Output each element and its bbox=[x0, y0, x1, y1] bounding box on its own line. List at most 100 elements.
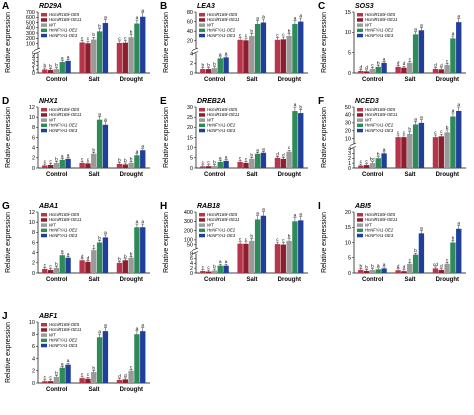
bar bbox=[42, 165, 48, 168]
legend-swatch bbox=[357, 23, 363, 27]
significance-letter: c bbox=[124, 37, 127, 42]
bar bbox=[358, 165, 364, 168]
legend-label: WT bbox=[49, 332, 56, 337]
significance-letter: a bbox=[225, 260, 228, 265]
axis-break-mark bbox=[33, 47, 41, 51]
bar bbox=[65, 158, 71, 168]
legend-swatch bbox=[41, 113, 47, 117]
legend-label: HcNFYA1-OE3 bbox=[207, 33, 236, 38]
y-tick-label: 0 bbox=[190, 271, 193, 277]
bar bbox=[243, 162, 249, 168]
bar bbox=[254, 219, 261, 273]
bar bbox=[456, 22, 462, 74]
panel-letter: J bbox=[2, 311, 8, 322]
significance-letter: d bbox=[118, 373, 121, 379]
bar bbox=[274, 244, 281, 273]
legend-label: HcmiR169i-OE11 bbox=[49, 217, 81, 222]
significance-letter: a bbox=[136, 327, 139, 332]
bar bbox=[59, 367, 65, 383]
legend-label: HcmiR169i-OE11 bbox=[207, 17, 239, 22]
bar bbox=[432, 68, 439, 73]
significance-letter: b bbox=[43, 63, 46, 69]
bar bbox=[292, 111, 298, 168]
bar bbox=[260, 152, 267, 168]
panel-letter: F bbox=[318, 96, 324, 107]
bar bbox=[260, 215, 267, 273]
legend-swatch bbox=[357, 118, 363, 122]
bar bbox=[274, 157, 281, 168]
legend-label: HcmiR169i-OE11 bbox=[207, 217, 239, 222]
x-tick-label: Salt bbox=[246, 277, 257, 283]
legend-swatch bbox=[199, 23, 205, 27]
significance-letter: a bbox=[294, 214, 297, 219]
y-tick-label: 200 bbox=[26, 36, 35, 42]
significance-letter: b bbox=[124, 254, 127, 260]
legend-swatch bbox=[199, 108, 205, 112]
legend-label: HcNFYA1-OE3 bbox=[49, 233, 78, 238]
significance-letter: a bbox=[136, 16, 139, 21]
bar bbox=[412, 124, 419, 168]
bar bbox=[456, 228, 462, 273]
panel-letter: D bbox=[2, 96, 9, 107]
legend-swatch bbox=[199, 218, 205, 222]
significance-letter: c bbox=[409, 258, 412, 263]
bar bbox=[298, 21, 304, 74]
legend-swatch bbox=[357, 108, 363, 112]
bar bbox=[375, 269, 381, 273]
legend-label: HcmiR169i-OE5 bbox=[49, 12, 80, 17]
y-tick-label: 50 bbox=[187, 242, 193, 248]
legend-swatch bbox=[41, 323, 47, 327]
legend-label: HcmiR169i-OE5 bbox=[207, 212, 238, 217]
bar bbox=[91, 39, 97, 73]
significance-letter: c bbox=[130, 365, 133, 370]
significance-letter: a bbox=[141, 220, 144, 225]
legend-swatch bbox=[41, 228, 47, 233]
legend-swatch bbox=[357, 123, 363, 128]
bar bbox=[85, 43, 91, 73]
significance-letter: d bbox=[440, 263, 443, 269]
bar bbox=[65, 60, 71, 73]
bar bbox=[128, 257, 134, 273]
y-tick-label: 10 bbox=[345, 240, 351, 246]
bar bbox=[438, 136, 444, 168]
x-tick-label: Control bbox=[46, 172, 68, 178]
bar bbox=[91, 372, 97, 383]
legend-swatch bbox=[199, 213, 205, 217]
bar bbox=[450, 116, 456, 168]
bar bbox=[128, 162, 134, 168]
bar bbox=[450, 38, 456, 73]
legend-swatch bbox=[41, 218, 47, 222]
bar bbox=[444, 132, 450, 168]
significance-letter: c bbox=[403, 131, 406, 136]
bar bbox=[200, 271, 206, 273]
bar bbox=[407, 263, 413, 273]
bar bbox=[122, 164, 128, 168]
legend-label: WT bbox=[365, 22, 372, 27]
significance-letter: a bbox=[262, 15, 265, 20]
bar bbox=[381, 153, 387, 168]
legend-label: WT bbox=[365, 117, 372, 122]
bar bbox=[217, 161, 223, 168]
legend-label: HcmiR169i-OE11 bbox=[365, 112, 397, 117]
significance-letter: b bbox=[250, 234, 253, 240]
legend-swatch bbox=[41, 108, 47, 112]
y-axis-label: Relative expression bbox=[5, 322, 12, 383]
legend-swatch bbox=[199, 28, 205, 33]
y-axis-label: Relative expression bbox=[321, 107, 328, 168]
y-tick-label: 8 bbox=[32, 230, 35, 236]
gene-title: ABI5 bbox=[354, 203, 371, 210]
significance-letter: a bbox=[67, 252, 70, 257]
y-tick-label: 0 bbox=[348, 166, 351, 172]
y-tick-label: 12 bbox=[29, 210, 35, 216]
bar bbox=[79, 260, 85, 273]
significance-letter: b bbox=[49, 63, 52, 69]
significance-letter: a bbox=[294, 103, 297, 108]
bar bbox=[401, 67, 407, 73]
significance-letter: c bbox=[87, 373, 90, 378]
significance-letter: a bbox=[219, 260, 222, 265]
y-axis-label: Relative expression bbox=[5, 12, 12, 73]
bar bbox=[53, 267, 60, 273]
legend-label: HcmiR169i-OE11 bbox=[49, 327, 81, 332]
y-tick-label: 2 bbox=[32, 261, 35, 267]
